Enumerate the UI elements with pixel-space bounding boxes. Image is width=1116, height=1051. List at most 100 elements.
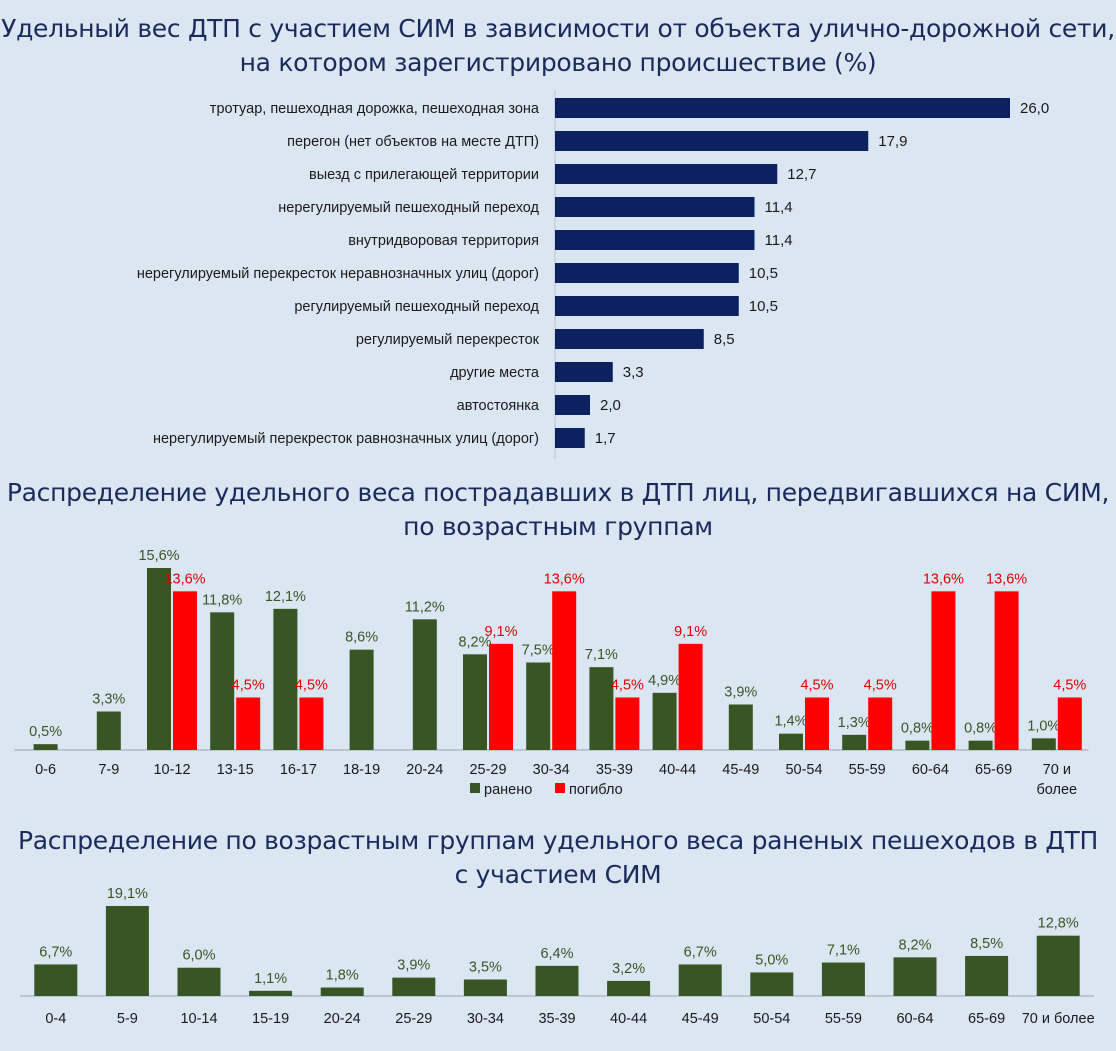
chart2-bar-injured xyxy=(728,704,753,750)
chart1-value-label: 2,0 xyxy=(600,397,621,414)
chart2-tick-label: более xyxy=(1036,782,1077,798)
chart2-bar-injured xyxy=(412,619,437,750)
chart3-tick-label: 65-69 xyxy=(968,1011,1005,1027)
chart1-category-label: нерегулируемый перекресток неравнозначны… xyxy=(137,266,539,282)
chart2-bar-killed xyxy=(805,697,829,750)
chart3-value-label: 8,5% xyxy=(970,936,1003,952)
chart3-bar xyxy=(177,967,221,996)
chart2-bar-injured xyxy=(589,667,614,750)
chart3-title-line2: с участием СИМ xyxy=(454,860,662,889)
chart1-category-label: внутридворовая территория xyxy=(348,233,539,249)
chart2-label-injured: 0,8% xyxy=(964,721,997,737)
chart1-category-label: регулируемый перекресток xyxy=(356,332,540,348)
chart2-label-injured: 8,2% xyxy=(458,634,491,650)
chart1-category-label: другие места xyxy=(450,365,540,381)
chart3-value-label: 7,1% xyxy=(827,943,860,959)
chart2-tick-label: 18-19 xyxy=(343,762,380,778)
chart3-value-label: 3,9% xyxy=(397,958,430,974)
chart2-label-injured: 8,6% xyxy=(345,630,378,646)
chart3-tick-label: 70 и более xyxy=(1022,1011,1095,1027)
chart3-value-label: 5,0% xyxy=(755,952,788,968)
chart3-value-label: 12,8% xyxy=(1038,916,1079,932)
chart1-bar xyxy=(555,428,585,448)
chart2-age-victims-bars: 0,5% 0-6 3,3% 7-9 15,6% 13,6% 10-12 11,8% 4,5% 13… xyxy=(14,548,1089,798)
chart2-bar-injured xyxy=(33,744,58,750)
chart1-bar xyxy=(555,395,590,415)
chart3-value-label: 6,7% xyxy=(684,944,717,960)
chart2-bar-injured xyxy=(1031,738,1056,750)
chart2-bar-killed xyxy=(1057,697,1082,750)
chart2-label-killed: 13,6% xyxy=(923,571,964,587)
chart2-legend-swatch-killed xyxy=(555,783,565,793)
chart2-tick-label: 60-64 xyxy=(912,762,949,778)
chart2-bar-killed xyxy=(868,697,893,750)
chart2-label-injured: 3,3% xyxy=(92,692,125,708)
chart2-tick-label: 16-17 xyxy=(280,762,317,778)
chart2-tick-label: 30-34 xyxy=(533,762,570,778)
chart2-label-killed: 4,5% xyxy=(1053,678,1086,694)
chart2-label-killed: 13,6% xyxy=(164,571,205,587)
chart3-tick-label: 30-34 xyxy=(467,1011,504,1027)
chart2-bar-killed xyxy=(615,697,640,750)
chart1-category-label: выезд с прилегающей территории xyxy=(309,167,539,183)
chart3-value-label: 3,5% xyxy=(469,960,502,976)
chart3-tick-label: 45-49 xyxy=(682,1011,719,1027)
chart3-bar xyxy=(535,965,579,996)
chart3-tick-label: 15-19 xyxy=(252,1011,289,1027)
chart2-bar-killed xyxy=(678,643,703,750)
chart2-bar-killed xyxy=(552,591,577,750)
chart3-bar xyxy=(965,955,1009,996)
chart2-tick-label: 35-39 xyxy=(596,762,633,778)
chart2-tick-label: 7-9 xyxy=(98,762,119,778)
chart1-category-label: автостоянка xyxy=(457,398,540,414)
chart3-value-label: 6,7% xyxy=(39,944,72,960)
chart2-bar-killed xyxy=(489,643,513,750)
chart3-tick-label: 50-54 xyxy=(753,1011,790,1027)
chart2-label-injured: 4,9% xyxy=(648,673,681,689)
chart2-bar-killed xyxy=(236,697,261,750)
chart2-bar-injured xyxy=(349,649,374,750)
chart3-tick-label: 20-24 xyxy=(324,1011,361,1027)
chart1-title: Удельный вес ДТП с участием СИМ в зависи… xyxy=(0,12,1116,80)
chart2-bar-injured xyxy=(842,734,867,750)
chart3-tick-label: 0-4 xyxy=(45,1011,66,1027)
chart1-value-label: 12,7 xyxy=(787,166,816,183)
chart3-value-label: 19,1% xyxy=(107,886,148,902)
chart2-legend-killed: погибло xyxy=(569,782,623,798)
chart2-title-line2: по возрастным группам xyxy=(403,512,713,541)
chart3-bar xyxy=(893,957,937,996)
chart2-label-injured: 1,3% xyxy=(838,715,871,731)
chart2-bar-injured xyxy=(147,568,171,750)
chart2-bar-injured xyxy=(968,740,993,750)
chart3-bar xyxy=(392,977,436,996)
chart1-location-bars: тротуар, пешеходная дорожка, пешеходная … xyxy=(137,90,1049,459)
chart1-category-label: регулируемый пешеходный переход xyxy=(294,299,539,315)
chart1-value-label: 26,0 xyxy=(1020,100,1049,117)
chart2-bar-injured xyxy=(463,654,487,750)
chart3-bar xyxy=(678,964,722,996)
chart2-tick-label: 25-29 xyxy=(469,762,506,778)
chart2-label-injured: 1,0% xyxy=(1027,718,1060,734)
chart1-bar xyxy=(555,230,755,250)
chart1-category-label: тротуар, пешеходная дорожка, пешеходная … xyxy=(210,101,540,117)
chart2-label-killed: 13,6% xyxy=(986,571,1027,587)
chart3-tick-label: 10-14 xyxy=(180,1011,217,1027)
chart3-bar xyxy=(821,962,865,996)
chart3-value-label: 8,2% xyxy=(898,937,931,953)
chart3-pedestrian-age-bars: 6,7% 0-4 19,1% 5-9 6,0% 10-14 1,1% 15-19 1,8% 20-… xyxy=(20,886,1095,1027)
chart2-tick-label: 70 и xyxy=(1043,762,1071,778)
chart1-value-label: 17,9 xyxy=(878,133,907,150)
chart2-label-injured: 11,2% xyxy=(405,599,445,615)
chart1-value-label: 3,3 xyxy=(623,364,644,381)
chart3-value-label: 6,4% xyxy=(540,946,573,962)
chart2-tick-label: 65-69 xyxy=(975,762,1012,778)
chart2-bar-injured xyxy=(273,608,298,750)
chart3-tick-label: 5-9 xyxy=(117,1011,138,1027)
chart2-bar-injured xyxy=(210,612,235,750)
chart2-bar-killed xyxy=(994,591,1019,750)
chart2-label-killed: 4,5% xyxy=(295,678,328,694)
chart2-legend-swatch-injured xyxy=(470,783,480,793)
chart2-label-killed: 13,6% xyxy=(544,571,585,587)
chart1-title-line2: на котором зарегистрировано происшествие… xyxy=(239,48,877,77)
chart2-legend-injured: ранено xyxy=(484,782,532,798)
